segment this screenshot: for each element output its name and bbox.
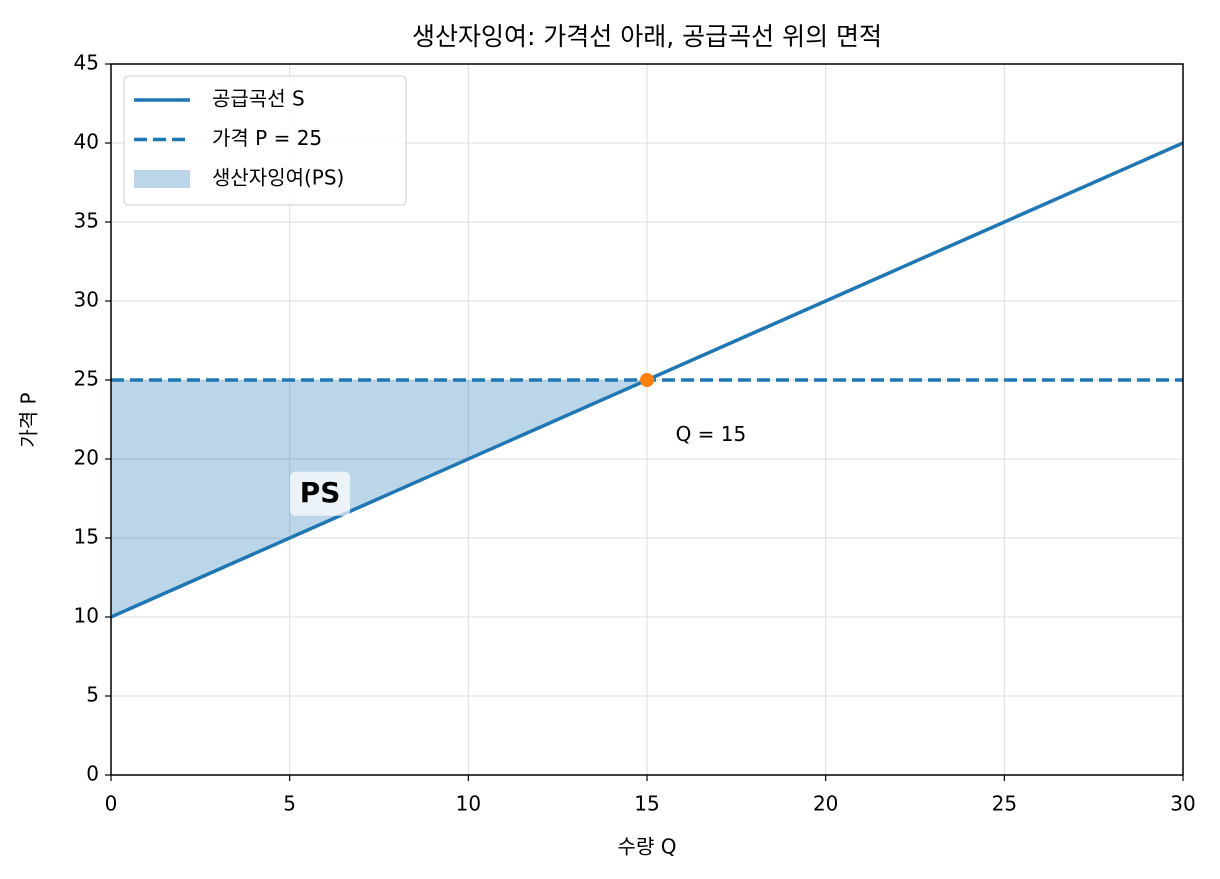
x-axis-label: 수량 Q [618,835,677,859]
x-tick-label: 25 [992,792,1017,816]
legend-box [123,75,407,206]
x-tick-label: 20 [813,792,838,816]
y-tick-label: 0 [86,762,99,786]
annotation-box [290,471,351,516]
y-tick-label: 45 [74,51,99,75]
y-tick-label: 5 [86,683,99,707]
legend-swatch [134,170,190,188]
y-tick-label: 10 [74,604,99,628]
x-tick-label: 0 [105,792,118,816]
equilibrium-point [640,373,654,387]
legend-label: 생산자잉여(PS) [212,166,344,190]
y-tick-label: 20 [74,446,99,470]
y-tick-label: 15 [74,525,99,549]
x-tick-label: 30 [1170,792,1195,816]
x-tick-label: 10 [456,792,481,816]
surplus-area [111,380,647,617]
x-tick-label: 5 [283,792,296,816]
y-axis-label: 가격 P [17,392,41,447]
legend-label: 공급곡선 S [212,87,305,111]
annotation: Q = 15 [676,422,747,446]
plot-frame [110,63,1184,776]
y-tick-label: 30 [74,288,99,312]
annotation: PS [300,476,341,509]
y-tick-label: 35 [74,209,99,233]
x-tick-label: 15 [634,792,659,816]
chart-title: 생산자잉여: 가격선 아래, 공급곡선 위의 면적 [412,22,882,51]
legend-label: 가격 P = 25 [212,126,322,150]
y-tick-label: 40 [74,130,99,154]
y-tick-label: 25 [74,367,99,391]
